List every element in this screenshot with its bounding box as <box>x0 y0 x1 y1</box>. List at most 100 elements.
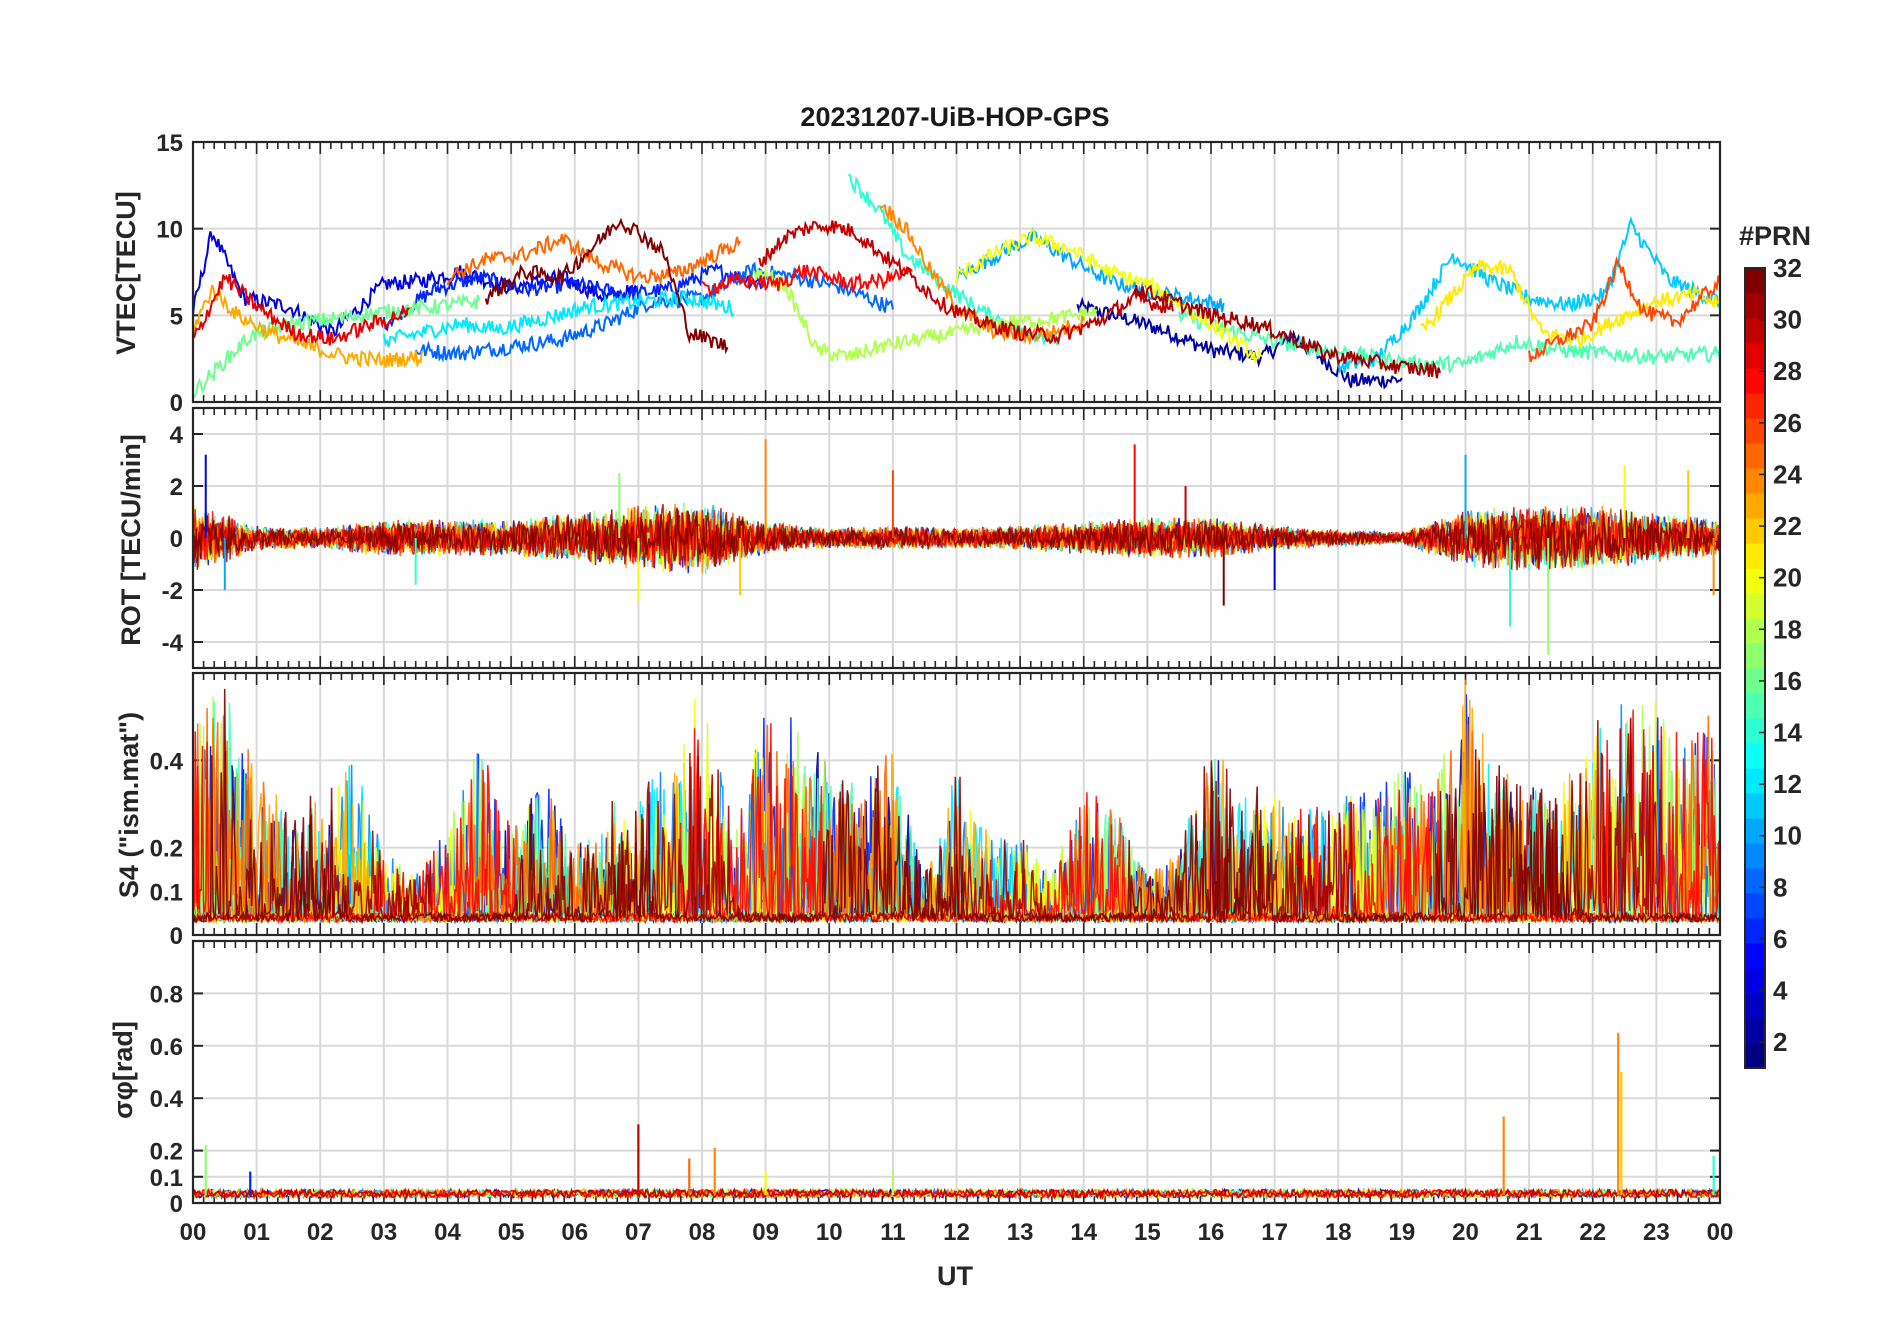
y-tick-label: 0 <box>170 923 183 950</box>
colorbar-segment <box>1745 518 1765 544</box>
x-tick-label: 21 <box>1516 1219 1543 1246</box>
panel-rot: -4 -2 0 2 4 <box>162 406 1722 670</box>
x-tick-label: 20 <box>1452 1219 1479 1246</box>
colorbar-segment <box>1745 993 1765 1019</box>
figure-title: 20231207-UiB-HOP-GPS <box>800 102 1109 132</box>
x-tick-label: 11 <box>880 1219 905 1246</box>
panel-sigma-phi: 00.10.2 0.4 0.6 0.8 <box>150 939 1722 1218</box>
x-tick-label: 06 <box>561 1219 588 1246</box>
y-tick-label: 2 <box>170 474 183 501</box>
panel-vtec: 0 5 10 15 <box>156 130 1722 417</box>
colorbar-tick-label: 4 <box>1773 976 1788 1006</box>
colorbar-tick-label: 26 <box>1773 408 1802 438</box>
vtec-series-prn-31 <box>1133 284 1442 379</box>
s4-axis-label: S4 ("ism.mat") <box>114 712 144 898</box>
colorbar-tick-label: 30 <box>1773 305 1802 335</box>
colorbar-segment <box>1745 643 1765 669</box>
x-tick-label: 14 <box>1070 1219 1097 1246</box>
panel-s4: 0 0.1 0.2 0.4 <box>150 671 1722 950</box>
vtec-series-prn-28 <box>701 263 913 297</box>
x-tick-label: 05 <box>498 1219 525 1246</box>
colorbar-segment <box>1745 718 1765 744</box>
x-tick-label: 00 <box>1707 1219 1734 1246</box>
y-tick-label: 0.4 <box>150 748 184 775</box>
colorbar-segment <box>1745 393 1765 419</box>
colorbar-segment <box>1745 293 1765 319</box>
colorbar-segment <box>1745 868 1765 894</box>
vtec-series-prn-29 <box>192 273 410 346</box>
x-tick-label: 15 <box>1134 1219 1161 1246</box>
rot-axis-label: ROT [TECU/min] <box>116 434 146 645</box>
colorbar-segment <box>1745 468 1765 494</box>
x-tick-label: 02 <box>307 1219 334 1246</box>
colorbar-segment <box>1745 268 1765 294</box>
colorbar-segment <box>1745 418 1765 444</box>
colorbar-tick-label: 12 <box>1773 769 1802 799</box>
colorbar-tick-label: 16 <box>1773 666 1802 696</box>
vtec-series-prn-15 <box>1178 308 1721 375</box>
panel-frame <box>191 671 1722 937</box>
colorbar-segment <box>1745 793 1765 819</box>
x-tick-label: 08 <box>689 1219 716 1246</box>
x-tick-label: 03 <box>371 1219 398 1246</box>
colorbar-segment <box>1745 818 1765 844</box>
colorbar-segment <box>1745 568 1765 594</box>
colorbar-segment <box>1745 768 1765 794</box>
colorbar-tick-label: 22 <box>1773 511 1802 541</box>
x-tick-label: 23 <box>1643 1219 1670 1246</box>
y-tick-label: 0 <box>170 390 183 417</box>
y-tick-label: 0 <box>170 526 183 553</box>
vtec-series-prn-25 <box>446 233 742 287</box>
colorbar-segment <box>1745 1018 1765 1044</box>
colorbar-tick-label: 28 <box>1773 356 1802 386</box>
colorbar-segment <box>1745 843 1765 869</box>
x-tick-label: 04 <box>434 1219 461 1246</box>
y-tick-label: -2 <box>162 578 183 605</box>
colorbar-segment <box>1745 443 1765 469</box>
x-tick-label: 00 <box>180 1219 207 1246</box>
panel-frame <box>191 406 1722 670</box>
x-tick-label: 19 <box>1389 1219 1416 1246</box>
x-tick-label: 18 <box>1325 1219 1352 1246</box>
vtec-series-prn-24 <box>879 203 1085 346</box>
vtec-series-prn-14 <box>848 173 1059 347</box>
x-tick-label: 17 <box>1261 1219 1288 1246</box>
x-tick-label: 16 <box>1198 1219 1225 1246</box>
colorbar-tick-label: 24 <box>1773 459 1802 489</box>
y-tick-label: 0.1 <box>150 879 183 906</box>
x-tick-label: 22 <box>1579 1219 1606 1246</box>
y-tick-label: 0.2 <box>150 836 183 863</box>
colorbar-segment <box>1745 493 1765 519</box>
y-tick-label: 5 <box>170 303 183 330</box>
vtec-series-prn-21 <box>1420 259 1721 350</box>
s4-series-prn-32 <box>192 688 1721 925</box>
x-tick-label: 01 <box>243 1219 270 1246</box>
vtec-series-prn-18 <box>752 268 1098 363</box>
colorbar-segment <box>1745 743 1765 769</box>
x-tick-label: 10 <box>816 1219 843 1246</box>
y-tick-label: 15 <box>156 130 183 157</box>
colorbar-segment <box>1745 893 1765 919</box>
y-tick-label: 0.6 <box>150 1034 183 1061</box>
colorbar-segment <box>1745 693 1765 719</box>
colorbar-frame <box>1744 267 1766 1069</box>
s4-series-prn-31 <box>192 718 1721 925</box>
colorbar-segment <box>1745 1043 1765 1069</box>
colorbar-tick-label: 8 <box>1773 872 1787 902</box>
colorbar-tick-label: 2 <box>1773 1027 1787 1057</box>
vtec-series-prn-16 <box>192 292 481 399</box>
colorbar-tick-label: 18 <box>1773 614 1802 644</box>
vtec-axis-label: VTEC[TECU] <box>111 191 141 355</box>
y-tick-label: 0.2 <box>150 1139 183 1166</box>
x-tick-label: 12 <box>943 1219 970 1246</box>
colorbar-segment <box>1745 368 1765 394</box>
x-axis-label: UT <box>937 1261 973 1291</box>
panel-frame <box>191 140 1722 404</box>
y-tick-label: 0 <box>170 1191 183 1218</box>
x-tick-label: 13 <box>1007 1219 1034 1246</box>
colorbar-tick-label: 32 <box>1773 253 1802 283</box>
panel-frame <box>191 939 1722 1205</box>
colorbar-segment <box>1745 343 1765 369</box>
x-tick-label: 09 <box>752 1219 779 1246</box>
